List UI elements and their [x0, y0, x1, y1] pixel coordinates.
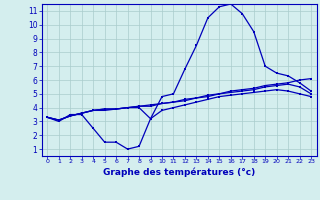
X-axis label: Graphe des températures (°c): Graphe des températures (°c) [103, 167, 255, 177]
